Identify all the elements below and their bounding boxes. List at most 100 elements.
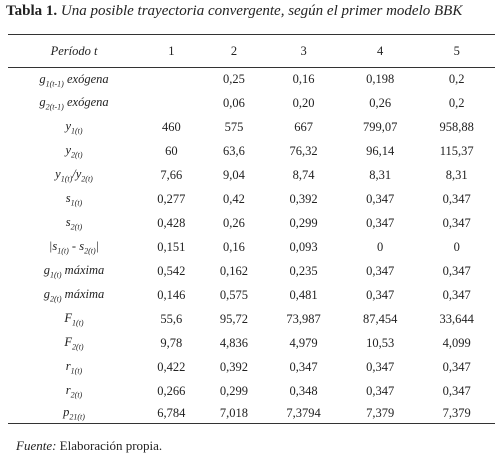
cell: 0,347 bbox=[366, 384, 395, 398]
table-row: |s1(t) - s2(t)| 0,151 0,16 0,093 0 0 bbox=[8, 236, 495, 260]
cell: 0,16 bbox=[292, 72, 315, 87]
cell: 0,392 bbox=[289, 192, 318, 206]
cell: 958,88 bbox=[439, 120, 474, 134]
label-text: exógena bbox=[63, 71, 109, 86]
table-row: s2(t) 0,428 0,26 0,299 0,347 0,347 bbox=[8, 212, 495, 236]
cell: 0,25 bbox=[223, 72, 245, 87]
cell: 33,644 bbox=[439, 312, 474, 326]
cell: 0,26 bbox=[223, 216, 245, 230]
cell: 0,20 bbox=[292, 96, 315, 110]
cell: 0,235 bbox=[289, 264, 318, 278]
cell: 0 bbox=[377, 240, 384, 254]
header-cell: 3 bbox=[300, 43, 307, 58]
cell: 0,198 bbox=[366, 72, 395, 87]
table-row: g1(t) máxima 0,542 0,162 0,235 0,347 0,347 bbox=[8, 260, 495, 284]
row-label: y1(t)/y2(t) bbox=[8, 164, 140, 188]
cell: 0,06 bbox=[223, 96, 245, 110]
cell: 0,348 bbox=[289, 384, 318, 398]
table-row: r2(t) 0,266 0,299 0,348 0,347 0,347 bbox=[8, 380, 495, 404]
cell: 0,2 bbox=[448, 96, 465, 110]
cell: 0,162 bbox=[219, 264, 249, 278]
label-text: y bbox=[65, 119, 71, 134]
cell: 8,74 bbox=[292, 168, 315, 182]
label-text: F bbox=[64, 335, 73, 350]
cell: 55,6 bbox=[160, 312, 183, 326]
label-subscript: 1(t) bbox=[60, 174, 73, 184]
table-row: F2(t) 9,78 4,836 4,979 10,53 4,099 bbox=[8, 332, 495, 356]
label-subscript: 1(t) bbox=[70, 366, 83, 376]
row-label: r2(t) bbox=[8, 380, 140, 404]
label-text: exógena bbox=[63, 95, 109, 110]
table-row: y2(t) 60 63,6 76,32 96,14 115,37 bbox=[8, 140, 495, 164]
label-text: p bbox=[63, 405, 70, 419]
cell: 0,481 bbox=[289, 288, 318, 302]
label-subscript: 1(t) bbox=[71, 126, 83, 136]
row-label: s1(t) bbox=[8, 188, 140, 212]
label-subscript: 2(t-1) bbox=[45, 102, 64, 112]
cell: 8,31 bbox=[369, 168, 392, 182]
cell: 0,347 bbox=[442, 288, 471, 302]
table-row: y1(t) 460 575 667 799,07 958,88 bbox=[8, 116, 495, 140]
header-cell: Período t bbox=[8, 35, 140, 68]
label-text: - s bbox=[68, 239, 85, 254]
table-row: y1(t)/y2(t) 7,66 9,04 8,74 8,31 8,31 bbox=[8, 164, 495, 188]
cell: 0,347 bbox=[366, 192, 395, 206]
row-label: F1(t) bbox=[8, 308, 140, 332]
row-label: g1(t-1) exógena bbox=[8, 68, 140, 92]
title-text: Una posible trayectoria convergente, seg… bbox=[60, 3, 463, 19]
cell: 0,093 bbox=[289, 240, 318, 254]
cell: 0,26 bbox=[369, 96, 392, 110]
cell: 7,379 bbox=[442, 405, 471, 420]
row-label: r1(t) bbox=[8, 356, 140, 380]
cell: 7,66 bbox=[160, 168, 183, 182]
cell: 63,6 bbox=[223, 144, 245, 158]
row-label: g2(t-1) exógena bbox=[8, 92, 140, 116]
cell: 0,347 bbox=[442, 192, 471, 206]
source-label: Fuente: bbox=[16, 438, 57, 453]
row-label: s2(t) bbox=[8, 212, 140, 236]
label-text: s bbox=[65, 191, 71, 206]
label-text: g bbox=[43, 287, 50, 302]
table-row: F1(t) 55,6 95,72 73,987 87,454 33,644 bbox=[8, 308, 495, 332]
table-row: g2(t-1) exógena 0,06 0,20 0,26 0,2 bbox=[8, 92, 495, 116]
label-text: máxima bbox=[61, 287, 105, 302]
cell: 0,347 bbox=[442, 360, 471, 374]
row-label: y2(t) bbox=[8, 140, 140, 164]
cell: 0,542 bbox=[157, 264, 186, 278]
cell: 9,78 bbox=[160, 336, 183, 350]
cell: 0,347 bbox=[442, 216, 471, 230]
row-label: p21(t) bbox=[8, 404, 140, 424]
label-subscript: 1(t) bbox=[70, 198, 83, 208]
cell: 0,266 bbox=[157, 384, 186, 398]
cell: 0,299 bbox=[289, 216, 318, 230]
table-row: g1(t-1) exógena 0,25 0,16 0,198 0,2 bbox=[8, 68, 495, 92]
label-text: | bbox=[95, 239, 100, 254]
header-cell: 4 bbox=[377, 43, 384, 58]
label-text: Período t bbox=[50, 43, 98, 58]
title: Tabla 1. Una posible trayectoria converg… bbox=[6, 3, 462, 20]
label-subscript: 2(t) bbox=[71, 150, 83, 160]
row-label: y1(t) bbox=[8, 116, 140, 140]
label-subscript: 2(t) bbox=[84, 246, 96, 256]
label-subscript: 21(t) bbox=[69, 412, 85, 422]
cell: 0,146 bbox=[157, 288, 186, 302]
cell: 0,392 bbox=[219, 360, 249, 374]
cell: 0,16 bbox=[223, 240, 245, 254]
label-subscript: 1(t) bbox=[49, 270, 62, 280]
cell: 8,31 bbox=[445, 168, 468, 182]
cell: 115,37 bbox=[439, 144, 474, 158]
cell: 95,72 bbox=[219, 312, 249, 326]
table-row: p21(t) 6,784 7,018 7,3794 7,379 7,379 bbox=[8, 404, 495, 424]
label-text: s bbox=[65, 215, 71, 230]
cell: 9,04 bbox=[223, 168, 245, 182]
table-row: s1(t) 0,277 0,42 0,392 0,347 0,347 bbox=[8, 188, 495, 212]
empty-cell bbox=[140, 92, 203, 116]
cell: 60 bbox=[165, 144, 178, 158]
cell: 0,347 bbox=[442, 384, 471, 398]
empty-cell bbox=[140, 68, 203, 92]
cell: 7,3794 bbox=[286, 405, 321, 420]
cell: 7,379 bbox=[366, 405, 395, 420]
cell: 0,277 bbox=[157, 192, 186, 206]
label-text: máxima bbox=[61, 263, 105, 278]
label-text: g bbox=[43, 263, 50, 278]
